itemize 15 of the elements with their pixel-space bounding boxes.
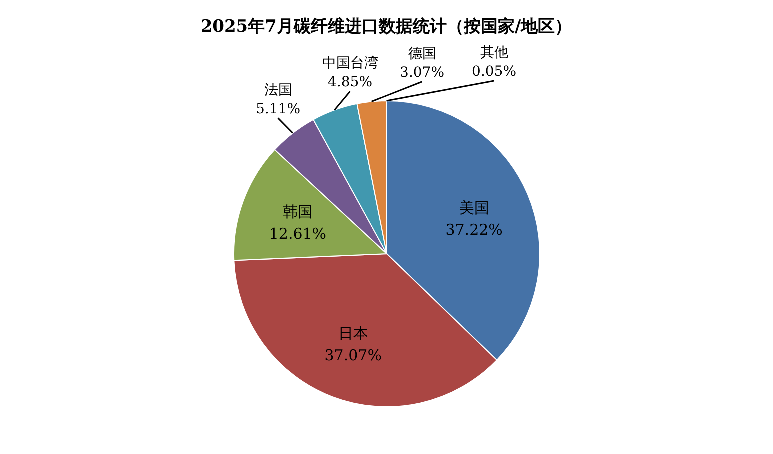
data-label: 5.11%	[256, 101, 301, 118]
data-label: 37.07%	[324, 346, 382, 365]
slice-label: 韩国	[282, 203, 313, 222]
slice-label: 日本	[338, 324, 368, 343]
slice-label: 德国	[408, 46, 436, 62]
data-label: 37.22%	[446, 220, 503, 239]
data-label: 0.05%	[472, 64, 517, 80]
slice-label: 美国	[459, 198, 490, 217]
slice-label: 中国台湾	[322, 56, 378, 72]
data-label: 4.85%	[328, 74, 373, 91]
chart-title: 2025年7月碳纤维进口数据统计（按国家/地区）	[200, 17, 572, 37]
slice-label: 其他	[480, 45, 508, 61]
slice-label: 法国	[264, 82, 292, 98]
data-label: 12.61%	[269, 225, 327, 244]
data-label: 3.07%	[400, 64, 445, 81]
